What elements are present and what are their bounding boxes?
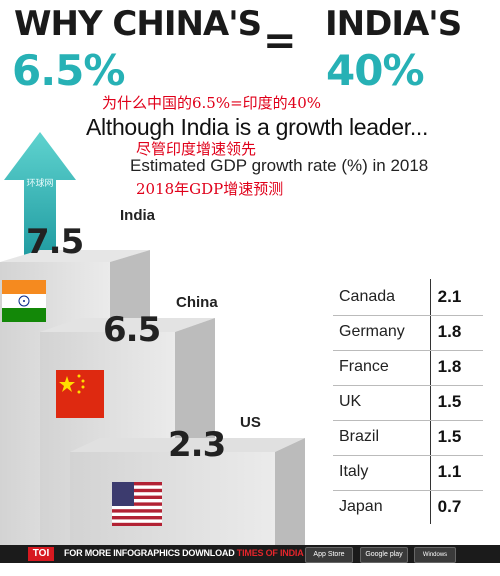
windows-phone-badge[interactable]: Windows Phone [414, 547, 456, 572]
header-left-title: WHY CHINA'S [14, 4, 262, 44]
table-value: 1.8 [437, 356, 462, 376]
china-label: China [176, 294, 218, 311]
table-country: Japan [339, 497, 383, 515]
app-store-badge[interactable]: App Store [305, 547, 353, 563]
table-value: 2.1 [437, 286, 462, 306]
header-left-value: 6.5% [12, 46, 125, 95]
table-value: 1.5 [437, 426, 462, 446]
table-row: Japan 0.7 [333, 489, 483, 524]
header-right-value: 40% [326, 46, 425, 95]
table-row: Brazil 1.5 [333, 419, 483, 454]
subtitle: Although India is a growth leader... [86, 114, 429, 140]
table-value: 1.8 [437, 321, 462, 341]
footer-text: FOR MORE INFOGRAPHICS DOWNLOAD TIMES OF … [64, 548, 323, 558]
gdp-table: Canada 2.1 Germany 1.8 France 1.8 UK 1.5… [333, 279, 483, 524]
staircase-chart: 环球网 [0, 132, 305, 545]
chinese-description: 2018年GDP增速预测 [136, 180, 284, 198]
table-row: Italy 1.1 [333, 454, 483, 489]
equals-sign: = [263, 18, 297, 64]
table-country: Germany [339, 322, 405, 340]
india-label: India [120, 207, 156, 224]
table-country: UK [339, 392, 362, 410]
table-country: Brazil [339, 427, 380, 445]
table-value: 1.1 [437, 461, 462, 481]
toi-logo[interactable]: TOI [28, 547, 54, 561]
footer-text-red[interactable]: TIMES OF INDIA APP [236, 548, 324, 558]
watermark: 环球网 [26, 177, 53, 189]
table-rule [333, 490, 483, 491]
table-value: 0.7 [437, 496, 462, 516]
us-label: US [240, 414, 261, 431]
table-row: France 1.8 [333, 349, 483, 384]
footer-bar: TOI FOR MORE INFOGRAPHICS DOWNLOAD TIMES… [0, 545, 500, 572]
table-country: France [339, 357, 389, 375]
table-rule [333, 385, 483, 386]
us-value: 2.3 [168, 425, 226, 465]
table-country: Italy [339, 462, 369, 480]
china-value: 6.5 [103, 310, 161, 350]
table-rule [333, 455, 483, 456]
table-country: Canada [339, 287, 396, 305]
google-play-badge[interactable]: Google play [360, 547, 408, 563]
table-divider [430, 279, 431, 524]
chinese-caption: 为什么中国的6.5%=印度的40% [102, 94, 322, 112]
india-value: 7.5 [26, 222, 84, 262]
table-value: 1.5 [437, 391, 462, 411]
china-flag-icon [56, 370, 104, 418]
table-rule [333, 350, 483, 351]
table-row: Canada 2.1 [333, 279, 483, 314]
table-rule [333, 315, 483, 316]
table-row: UK 1.5 [333, 384, 483, 419]
table-row: Germany 1.8 [333, 314, 483, 349]
chinese-subtitle: 尽管印度增速领先 [136, 140, 257, 158]
us-flag-icon [112, 482, 162, 526]
footer-text-white: FOR MORE INFOGRAPHICS DOWNLOAD [64, 548, 237, 558]
description: Estimated GDP growth rate (%) in 2018 [130, 156, 429, 175]
table-rule [333, 420, 483, 421]
header-right-title: INDIA'S [325, 4, 462, 44]
growth-arrow-icon [4, 132, 76, 260]
india-flag-icon [2, 280, 46, 322]
